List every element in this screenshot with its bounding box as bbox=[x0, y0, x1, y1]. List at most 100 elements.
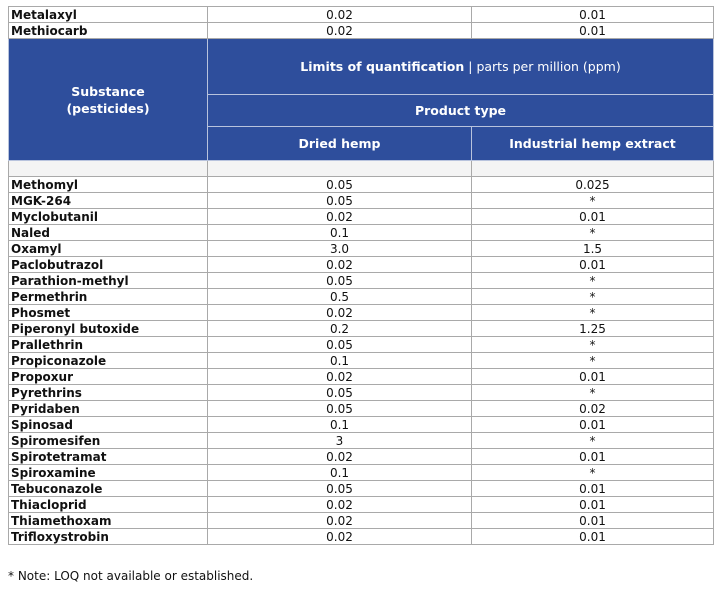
loq-header: Limits of quantification | parts per mil… bbox=[207, 38, 714, 95]
dried-hemp-cell: 0.02 bbox=[207, 512, 472, 529]
extract-cell: 1.5 bbox=[471, 240, 714, 257]
dried-hemp-cell: 0.05 bbox=[207, 192, 472, 209]
substance-cell: Spiroxamine bbox=[8, 464, 208, 481]
extract-cell: * bbox=[471, 432, 714, 449]
dried-hemp-cell: 0.02 bbox=[207, 528, 472, 545]
substance-cell: Propiconazole bbox=[8, 352, 208, 369]
dried-hemp-cell: 0.05 bbox=[207, 176, 472, 193]
table-row: Phosmet 0.02 * bbox=[8, 304, 714, 321]
table-row: Methomyl 0.05 0.025 bbox=[8, 176, 714, 193]
substance-cell: Spinosad bbox=[8, 416, 208, 433]
extract-cell: * bbox=[471, 288, 714, 305]
table-row: Myclobutanil 0.02 0.01 bbox=[8, 208, 714, 225]
table-row: Spirotetramat 0.02 0.01 bbox=[8, 448, 714, 465]
extract-cell: 0.02 bbox=[471, 400, 714, 417]
table-row: Oxamyl 3.0 1.5 bbox=[8, 240, 714, 257]
extract-cell: 0.01 bbox=[471, 496, 714, 513]
dried-hemp-cell: 0.1 bbox=[207, 224, 472, 241]
dried-hemp-cell: 3.0 bbox=[207, 240, 472, 257]
substance-cell: MGK-264 bbox=[8, 192, 208, 209]
substance-cell: Naled bbox=[8, 224, 208, 241]
extract-cell: 0.01 bbox=[471, 368, 714, 385]
dried-hemp-cell: 0.05 bbox=[207, 272, 472, 289]
dried-hemp-cell: 0.05 bbox=[207, 384, 472, 401]
extract-cell: 0.01 bbox=[471, 416, 714, 433]
substance-cell: Piperonyl butoxide bbox=[8, 320, 208, 337]
extract-cell: * bbox=[471, 352, 714, 369]
substance-header: Substance (pesticides) bbox=[8, 38, 208, 161]
extract-cell: * bbox=[471, 336, 714, 353]
dried-hemp-cell: 0.1 bbox=[207, 352, 472, 369]
table-row: Pyridaben 0.05 0.02 bbox=[8, 400, 714, 417]
dried-hemp-cell: 3 bbox=[207, 432, 472, 449]
dried-hemp-cell: 0.02 bbox=[207, 22, 472, 39]
dried-hemp-cell: 0.02 bbox=[207, 208, 472, 225]
table-row: Spinosad 0.1 0.01 bbox=[8, 416, 714, 433]
table-row: Propoxur 0.02 0.01 bbox=[8, 368, 714, 385]
extract-cell: 0.01 bbox=[471, 208, 714, 225]
extract-cell: 0.01 bbox=[471, 6, 714, 23]
substance-cell: Oxamyl bbox=[8, 240, 208, 257]
table-row: Parathion-methyl 0.05 * bbox=[8, 272, 714, 289]
substance-cell: Permethrin bbox=[8, 288, 208, 305]
substance-cell: Methiocarb bbox=[8, 22, 208, 39]
extract-cell: 0.01 bbox=[471, 528, 714, 545]
table-row: Thiamethoxam 0.02 0.01 bbox=[8, 512, 714, 529]
dried-hemp-cell: 0.1 bbox=[207, 464, 472, 481]
substance-cell: Spiromesifen bbox=[8, 432, 208, 449]
substance-cell: Metalaxyl bbox=[8, 6, 208, 23]
extract-cell: * bbox=[471, 272, 714, 289]
table-row: Spiroxamine 0.1 * bbox=[8, 464, 714, 481]
table-row: Methiocarb 0.02 0.01 bbox=[8, 22, 714, 39]
dried-hemp-cell: 0.02 bbox=[207, 256, 472, 273]
table-row: Thiacloprid 0.02 0.01 bbox=[8, 496, 714, 513]
dried-hemp-cell: 0.5 bbox=[207, 288, 472, 305]
extract-cell: * bbox=[471, 464, 714, 481]
table-row: Trifloxystrobin 0.02 0.01 bbox=[8, 528, 714, 545]
extract-cell: 0.01 bbox=[471, 22, 714, 39]
table-row: Metalaxyl 0.02 0.01 bbox=[8, 6, 714, 23]
dried-hemp-cell: 0.2 bbox=[207, 320, 472, 337]
pesticide-loq-table: Metalaxyl 0.02 0.01 Methiocarb 0.02 0.01 Subs… bbox=[8, 6, 714, 545]
substance-cell: Propoxur bbox=[8, 368, 208, 385]
extract-cell: 0.01 bbox=[471, 480, 714, 497]
dried-hemp-cell: 0.05 bbox=[207, 400, 472, 417]
extract-cell: * bbox=[471, 304, 714, 321]
spacer-row-group bbox=[8, 160, 714, 177]
extract-cell: 0.01 bbox=[471, 512, 714, 529]
table-header: Substance (pesticides) Limits of quantif… bbox=[8, 38, 714, 161]
pre-header-rows: Metalaxyl 0.02 0.01 Methiocarb 0.02 0.01 bbox=[8, 6, 714, 39]
data-rows: Methomyl 0.05 0.025 MGK-264 0.05 * Myclobutani… bbox=[8, 176, 714, 545]
dried-hemp-cell: 0.02 bbox=[207, 6, 472, 23]
substance-cell: Trifloxystrobin bbox=[8, 528, 208, 545]
substance-cell: Thiacloprid bbox=[8, 496, 208, 513]
substance-cell: Pyrethrins bbox=[8, 384, 208, 401]
table-row: Tebuconazole 0.05 0.01 bbox=[8, 480, 714, 497]
extract-cell: 0.01 bbox=[471, 256, 714, 273]
substance-cell: Tebuconazole bbox=[8, 480, 208, 497]
extract-cell: 0.025 bbox=[471, 176, 714, 193]
extract-cell: 1.25 bbox=[471, 320, 714, 337]
extract-cell: * bbox=[471, 192, 714, 209]
table-row: MGK-264 0.05 * bbox=[8, 192, 714, 209]
dried-hemp-cell: 0.1 bbox=[207, 416, 472, 433]
extract-cell: 0.01 bbox=[471, 448, 714, 465]
substance-cell: Pyridaben bbox=[8, 400, 208, 417]
footnote: * Note: LOQ not available or established… bbox=[8, 569, 254, 583]
substance-cell: Parathion-methyl bbox=[8, 272, 208, 289]
table-row: Spiromesifen 3 * bbox=[8, 432, 714, 449]
substance-cell: Prallethrin bbox=[8, 336, 208, 353]
dried-hemp-cell: 0.05 bbox=[207, 480, 472, 497]
substance-cell: Spirotetramat bbox=[8, 448, 208, 465]
dried-hemp-cell: 0.02 bbox=[207, 496, 472, 513]
product-type-header: Product type bbox=[207, 94, 714, 127]
table-row: Piperonyl butoxide 0.2 1.25 bbox=[8, 320, 714, 337]
spacer-row bbox=[8, 160, 714, 177]
substance-cell: Myclobutanil bbox=[8, 208, 208, 225]
extract-cell: * bbox=[471, 224, 714, 241]
substance-cell: Methomyl bbox=[8, 176, 208, 193]
dried-hemp-header: Dried hemp bbox=[207, 126, 472, 161]
dried-hemp-cell: 0.05 bbox=[207, 336, 472, 353]
table-row: Pyrethrins 0.05 * bbox=[8, 384, 714, 401]
table-row: Naled 0.1 * bbox=[8, 224, 714, 241]
